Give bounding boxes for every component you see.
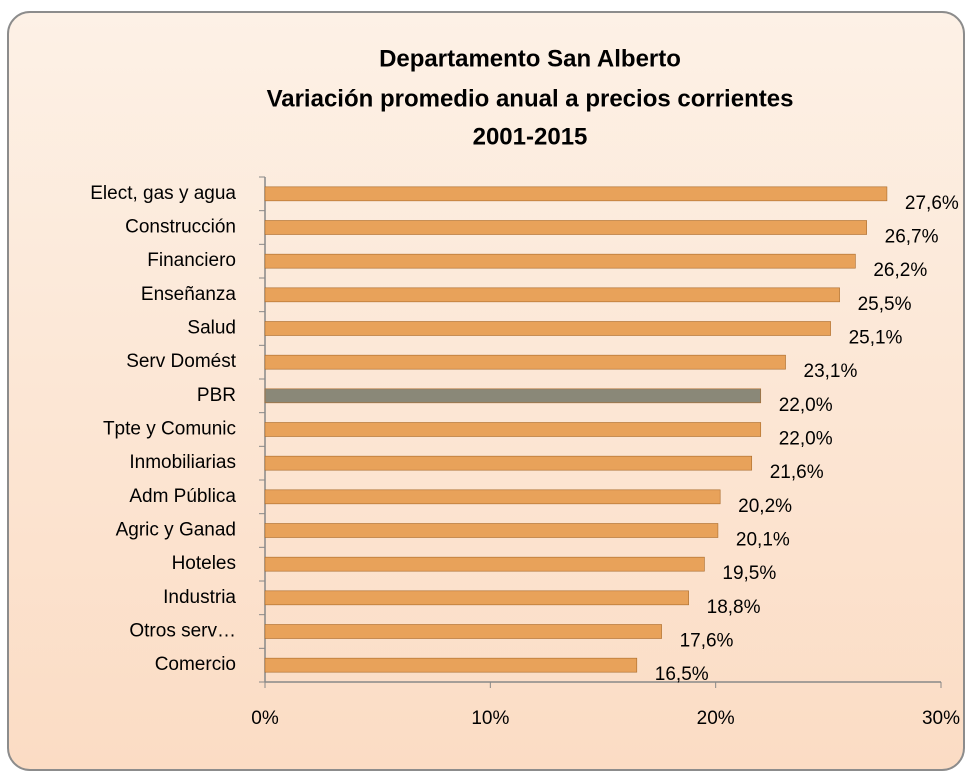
x-tick-label: 10% [471, 708, 509, 729]
bar [264, 556, 705, 572]
data-label: 17,6% [680, 631, 734, 652]
data-label: 21,6% [770, 462, 824, 483]
bar [264, 321, 831, 336]
y-tick-label: Adm Pública [129, 486, 236, 507]
bar [264, 523, 719, 538]
x-tick-label: 0% [251, 708, 279, 729]
y-tick-label: Agric y Ganad [116, 520, 236, 541]
data-label: 19,5% [722, 563, 776, 584]
bar [264, 590, 689, 606]
data-label: 16,5% [655, 664, 709, 685]
bar [264, 354, 786, 370]
y-tick-label: Serv Domést [126, 351, 237, 372]
y-tick-label: Comercio [155, 654, 236, 675]
y-tick-label: PBR [197, 385, 236, 406]
data-label: 22,0% [779, 429, 833, 450]
data-label: 25,1% [849, 328, 903, 349]
data-label: 23,1% [804, 361, 858, 382]
y-tick-label: Salud [187, 318, 236, 339]
y-tick-label: Financiero [147, 250, 236, 271]
data-label: 25,5% [858, 294, 912, 315]
chart-title: Variación promedio anual a precios corri… [267, 85, 794, 112]
data-label: 26,7% [885, 227, 939, 248]
y-tick-label: Elect, gas y agua [90, 183, 236, 204]
data-label: 26,2% [873, 260, 927, 281]
y-tick-label: Industria [163, 587, 236, 608]
bar [264, 624, 662, 639]
y-tick-label: Tpte y Comunic [103, 419, 236, 440]
x-tick-label: 20% [697, 708, 735, 729]
y-tick-label: Enseñanza [141, 284, 237, 305]
y-tick-label: Otros serv… [129, 621, 236, 642]
data-label: 22,0% [779, 395, 833, 416]
y-tick-label: Inmobiliarias [129, 452, 236, 473]
bar [264, 489, 721, 505]
data-label: 20,2% [738, 496, 792, 517]
bar [264, 186, 888, 202]
bar [264, 455, 753, 471]
data-label: 18,8% [707, 597, 761, 618]
bar [264, 388, 762, 404]
chart-title: 2001-2015 [473, 123, 588, 150]
chart-title: Departamento San Alberto [379, 45, 681, 72]
bar [264, 422, 762, 437]
bar [264, 657, 638, 673]
y-tick-label: Construcción [125, 217, 236, 238]
y-tick-label: Hoteles [172, 553, 236, 574]
bar [264, 253, 856, 269]
data-label: 20,1% [736, 530, 790, 551]
x-tick-label: 30% [922, 708, 960, 729]
bar [264, 287, 840, 303]
bar [264, 220, 867, 235]
data-label: 27,6% [905, 193, 959, 214]
